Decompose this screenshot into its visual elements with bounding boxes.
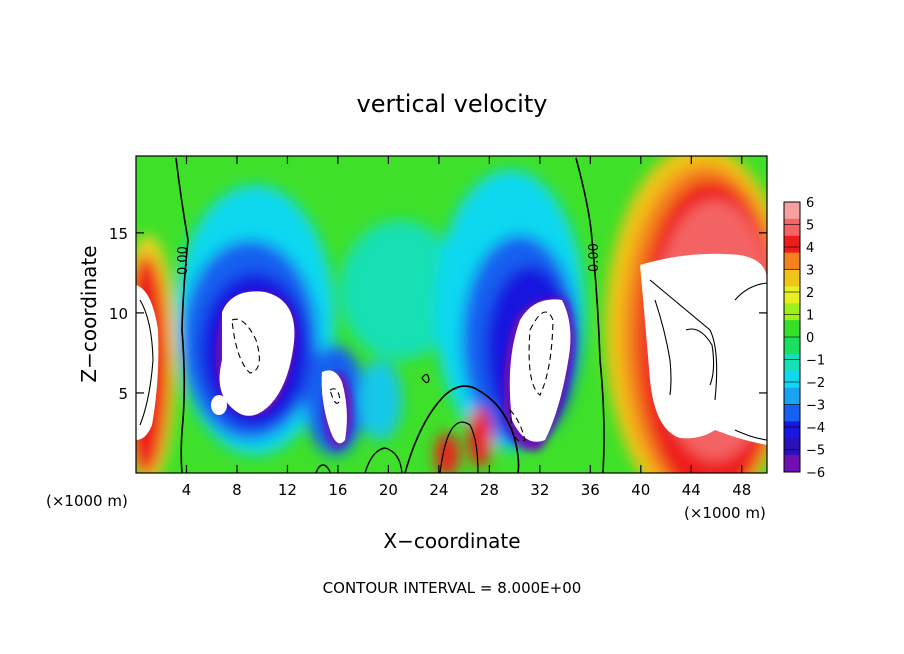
colorbar-swatch bbox=[784, 286, 800, 304]
colorbar-swatch bbox=[784, 218, 800, 237]
left-updraft-white bbox=[136, 285, 159, 440]
x-unit-left: (×1000 m) bbox=[46, 492, 128, 510]
x-tick-label: 24 bbox=[429, 481, 448, 499]
x-tick-label: 36 bbox=[581, 481, 600, 499]
colorbar-label: −5 bbox=[806, 444, 825, 459]
colorbar-label: −6 bbox=[806, 466, 825, 481]
pos-contour-right-d bbox=[734, 282, 767, 301]
x-tick-label: 4 bbox=[182, 481, 192, 499]
colorbar-swatch bbox=[784, 235, 800, 254]
zero-contour-bottom bbox=[404, 385, 520, 473]
colorbar-swatch bbox=[784, 202, 800, 220]
y-axis-ticks: 5 10 15 bbox=[109, 225, 767, 403]
colorbar-label: −4 bbox=[806, 421, 825, 436]
colorbar-swatch bbox=[784, 404, 800, 422]
x-tick-label: 44 bbox=[682, 481, 701, 499]
colorbar-swatch bbox=[784, 421, 800, 439]
colorbar-label: −3 bbox=[806, 399, 825, 414]
left-core-white bbox=[219, 291, 295, 416]
x-tick-label: 8 bbox=[232, 481, 242, 499]
x-tick-label: 28 bbox=[480, 481, 499, 499]
x-tick-label: 16 bbox=[328, 481, 347, 499]
zero-contour-blob bbox=[421, 373, 430, 384]
y-axis-label: Z−coordinate bbox=[77, 245, 101, 382]
chart-title: vertical velocity bbox=[357, 90, 548, 118]
plot-frame bbox=[135, 155, 768, 474]
y-tick-label: 10 bbox=[109, 305, 128, 323]
pos-contour-right-b bbox=[654, 299, 672, 396]
colorbar-label: 4 bbox=[806, 241, 814, 256]
contour-label-right: 0.00 bbox=[587, 243, 602, 272]
colorbar-label: 0 bbox=[806, 331, 814, 346]
colorbar-label: 5 bbox=[806, 219, 814, 234]
zero-contour-right bbox=[575, 157, 605, 473]
colorbar-label: 2 bbox=[806, 286, 814, 301]
colorbar-swatch bbox=[784, 353, 800, 372]
zero-contour-loop bbox=[439, 421, 479, 473]
small-core-white bbox=[211, 395, 227, 415]
right-updraft-white bbox=[640, 253, 767, 445]
mid-core-white bbox=[321, 370, 347, 444]
neg-contour-right bbox=[528, 311, 554, 396]
updraft-27 bbox=[468, 407, 492, 467]
neg-contour-mid bbox=[329, 388, 341, 404]
x-tick-label: 40 bbox=[631, 481, 650, 499]
center-cyan bbox=[340, 220, 460, 360]
colorbar-swatch bbox=[784, 303, 800, 321]
colorbar-label: −1 bbox=[806, 354, 825, 369]
colorbar-swatch bbox=[784, 438, 800, 456]
colorbar-swatch bbox=[784, 387, 800, 405]
zero-contour-tiny bbox=[315, 464, 331, 473]
y-tick-label: 5 bbox=[118, 385, 128, 403]
x-tick-label: 20 bbox=[379, 481, 398, 499]
zero-contour-left bbox=[175, 157, 189, 473]
x-tick-label: 48 bbox=[732, 481, 751, 499]
colorbar-swatch bbox=[784, 455, 800, 473]
colorbar-swatch bbox=[784, 269, 800, 287]
colorbar-label: 3 bbox=[806, 264, 814, 279]
pos-contour-left bbox=[139, 299, 154, 426]
x-tick-label: 12 bbox=[278, 481, 297, 499]
zero-contour-small bbox=[364, 447, 403, 473]
mid-downdraft-cyan bbox=[358, 360, 402, 440]
pos-contour-right-c bbox=[685, 328, 715, 386]
x-unit-right: (×1000 m) bbox=[684, 504, 766, 522]
contour-interval-note: CONTOUR INTERVAL = 8.000E+00 bbox=[323, 579, 582, 597]
colorbar-label: 6 bbox=[806, 196, 814, 211]
colorbar-label: 1 bbox=[806, 309, 814, 324]
colorbar-swatch bbox=[784, 252, 800, 270]
x-axis-ticks: 4 8 12 16 20 24 28 32 36 40 44 48 bbox=[182, 156, 751, 499]
colorbar-swatch bbox=[784, 320, 800, 338]
colorbar-swatch bbox=[784, 370, 800, 389]
pos-contour-right-a bbox=[649, 279, 718, 401]
neg-contour-left bbox=[231, 318, 260, 374]
colorbar-label: −2 bbox=[806, 376, 825, 391]
colorbar-swatch bbox=[784, 337, 800, 355]
pos-contour-right-e bbox=[734, 429, 767, 441]
colorbar: 6 5 4 3 2 1 0 −1 −2 −3 −4 −5 −6 bbox=[783, 196, 825, 481]
heatmap-field bbox=[136, 156, 767, 473]
x-tick-label: 32 bbox=[530, 481, 549, 499]
neg-contour-right-small bbox=[509, 408, 526, 442]
y-tick-label: 15 bbox=[109, 225, 128, 243]
contour-label-left: 0.00 bbox=[176, 246, 191, 275]
right-core-white bbox=[509, 299, 571, 442]
x-axis-label: X−coordinate bbox=[383, 529, 520, 553]
